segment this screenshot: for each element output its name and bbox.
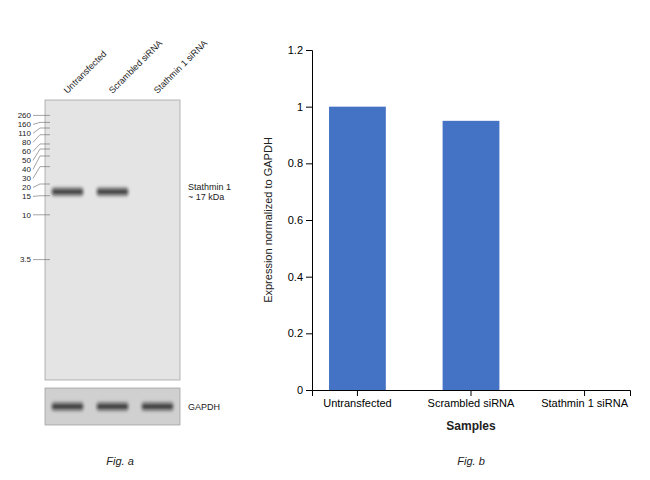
band-label: GAPDH <box>188 402 220 412</box>
ladder-rung <box>33 149 50 160</box>
bar <box>556 390 613 391</box>
bar <box>443 121 500 390</box>
x-tick-label: Untransfected <box>323 397 391 409</box>
x-tick-label: Scrambled siRNA <box>428 397 515 409</box>
x-axis-line <box>313 391 631 397</box>
lane-label: Stathmin 1 siRNA <box>152 38 209 95</box>
ladder-rung <box>33 167 50 179</box>
ladder-rung <box>33 144 50 151</box>
panel-label: Fig. b <box>457 455 485 467</box>
x-tick-mark <box>357 390 358 396</box>
band-label: Stathmin 1~ 17 kDa <box>188 182 231 203</box>
ladder-rung <box>33 195 50 197</box>
panel-label: Fig. a <box>106 455 134 467</box>
lane-label: Untransfected <box>62 49 109 96</box>
x-tick: Untransfected <box>323 390 391 409</box>
x-tick-mark <box>471 390 472 396</box>
y-tick: 1.2 <box>288 44 312 56</box>
ladder-label: 50 <box>22 156 31 165</box>
y-tick-label: 0.6 <box>288 214 303 226</box>
y-tick-label: 0.2 <box>288 327 303 339</box>
y-tick: 1 <box>297 101 312 113</box>
ladder-label: 3.5 <box>20 255 32 264</box>
x-tick-label: Stathmin 1 siRNA <box>541 397 628 409</box>
y-tick: 0.4 <box>288 271 312 283</box>
ladder-rung <box>33 184 50 187</box>
ladder-label: 10 <box>22 211 31 220</box>
x-axis-title: Samples <box>446 419 496 433</box>
ladder-rung <box>33 214 50 215</box>
y-tick: 0.8 <box>288 157 312 169</box>
y-tick: 0.2 <box>288 327 312 339</box>
y-tick-mark <box>306 220 312 221</box>
x-tick: Scrambled siRNA <box>428 390 515 409</box>
bars <box>329 107 499 390</box>
y-tick-mark <box>306 163 312 164</box>
ladder-rung <box>33 115 50 116</box>
y-tick-label: 1 <box>297 101 303 113</box>
x-axis: Untransfected Scrambled siRNA Stathmin 1 s… <box>313 390 631 409</box>
stathmin-band <box>97 189 129 195</box>
y-tick: 0.6 <box>288 214 312 226</box>
y-tick-label: 0 <box>297 384 303 396</box>
ladder-label: 110 <box>18 129 31 138</box>
y-axis-title: Expression normalized to GAPDH <box>262 137 274 303</box>
gapdh-band <box>142 404 174 410</box>
y-tick: 0 <box>297 384 312 396</box>
x-tick-mark <box>584 390 585 396</box>
y-tick-label: 0.8 <box>288 157 303 169</box>
y-tick-label: 0.4 <box>288 271 303 283</box>
y-tick-mark <box>306 277 312 278</box>
y-tick-mark <box>306 333 312 334</box>
ladder-label: 80 <box>22 138 31 147</box>
ladder-rung <box>33 135 50 143</box>
gapdh-strip <box>45 388 180 425</box>
gapdh-band <box>52 404 84 410</box>
ladder-rung <box>33 259 50 260</box>
x-tick: Stathmin 1 siRNA <box>541 390 628 409</box>
bar <box>329 107 386 390</box>
y-tick-mark <box>306 50 312 51</box>
stathmin-band <box>52 189 84 195</box>
ladder-rung <box>33 128 50 133</box>
ladder-label: 40 <box>22 165 31 174</box>
gel <box>45 100 180 380</box>
y-tick-mark <box>306 107 312 108</box>
ladder-rung <box>33 122 50 124</box>
figure: 26016011080605040302015103.5Untransfecte… <box>0 0 650 480</box>
y-axis: 0 0.2 0.4 0.6 0.8 1 1.2 <box>288 44 313 396</box>
ladder-label: 60 <box>22 147 31 156</box>
ladder-label: 30 <box>22 174 31 183</box>
y-axis-line <box>306 51 313 391</box>
y-tick-label: 1.2 <box>288 44 303 56</box>
ladder-label: 260 <box>18 111 32 120</box>
ladder-label: 160 <box>18 120 32 129</box>
ladder-label: 15 <box>22 192 31 201</box>
ladder-label: 20 <box>22 183 31 192</box>
bar-panel: 0 0.2 0.4 0.6 0.8 1 1.2 Untransfected Scrambled … <box>262 44 631 467</box>
y-tick-mark <box>306 390 312 391</box>
blot-panel: 26016011080605040302015 10 3.5 Untransfecte… <box>18 38 231 467</box>
gapdh-band <box>97 404 129 410</box>
ladder-rung <box>33 156 50 169</box>
